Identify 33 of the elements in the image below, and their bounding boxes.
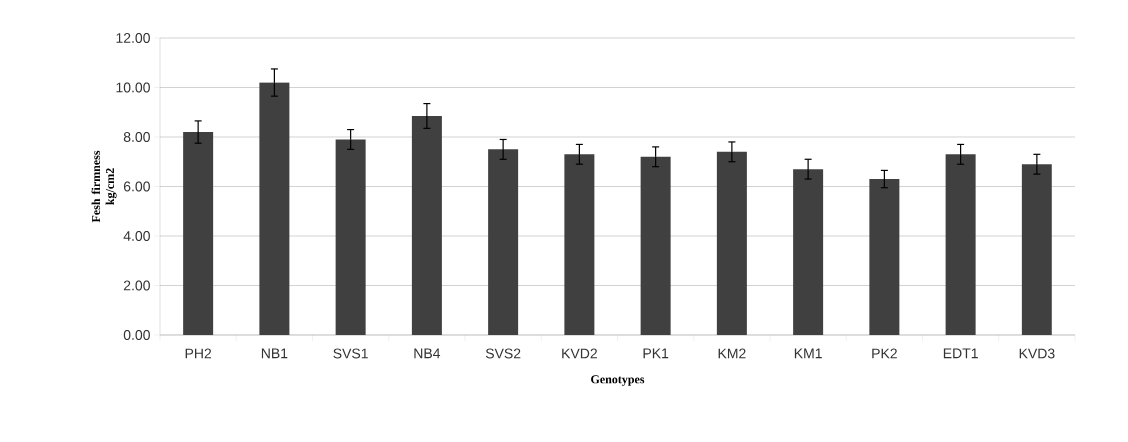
x-tick-label: PH2 xyxy=(185,348,212,359)
bar xyxy=(564,154,595,335)
y-tick-label: 0.00 xyxy=(123,330,150,340)
x-tick-label: KVD2 xyxy=(562,348,597,359)
y-tick-label: 6.00 xyxy=(123,181,150,192)
y-tick-label: 8.00 xyxy=(123,132,150,142)
x-tick-label: SVS2 xyxy=(485,348,521,359)
x-tick-label: EDT1 xyxy=(943,348,978,359)
x-tick-label: PK2 xyxy=(872,348,897,359)
bar xyxy=(488,149,519,335)
bar xyxy=(259,82,290,335)
x-axis-title: Genotypes xyxy=(591,375,645,386)
bar xyxy=(716,151,747,335)
x-tick-label: KM2 xyxy=(718,348,746,359)
x-tick-label: SVS1 xyxy=(333,348,368,359)
bar xyxy=(335,139,366,335)
bar xyxy=(945,154,976,335)
bar xyxy=(640,156,671,335)
y-tick-label: 10.00 xyxy=(116,82,150,93)
bar xyxy=(183,132,214,335)
x-tick-label: NB4 xyxy=(414,348,441,359)
y-axis-title: Fesh firmness kg/cm2 xyxy=(91,150,117,223)
x-tick-label: KVD3 xyxy=(1019,348,1055,359)
bar xyxy=(793,169,824,335)
y-tick-label: 4.00 xyxy=(123,231,150,241)
y-tick-label: 12.00 xyxy=(116,33,150,43)
bar xyxy=(869,179,900,335)
x-tick-label: NB1 xyxy=(261,348,288,359)
x-tick-label: PK1 xyxy=(643,348,669,359)
x-tick-label: KM1 xyxy=(794,348,822,359)
y-tick-label: 2.00 xyxy=(123,280,150,291)
bar xyxy=(411,115,442,335)
bar xyxy=(1021,164,1052,335)
